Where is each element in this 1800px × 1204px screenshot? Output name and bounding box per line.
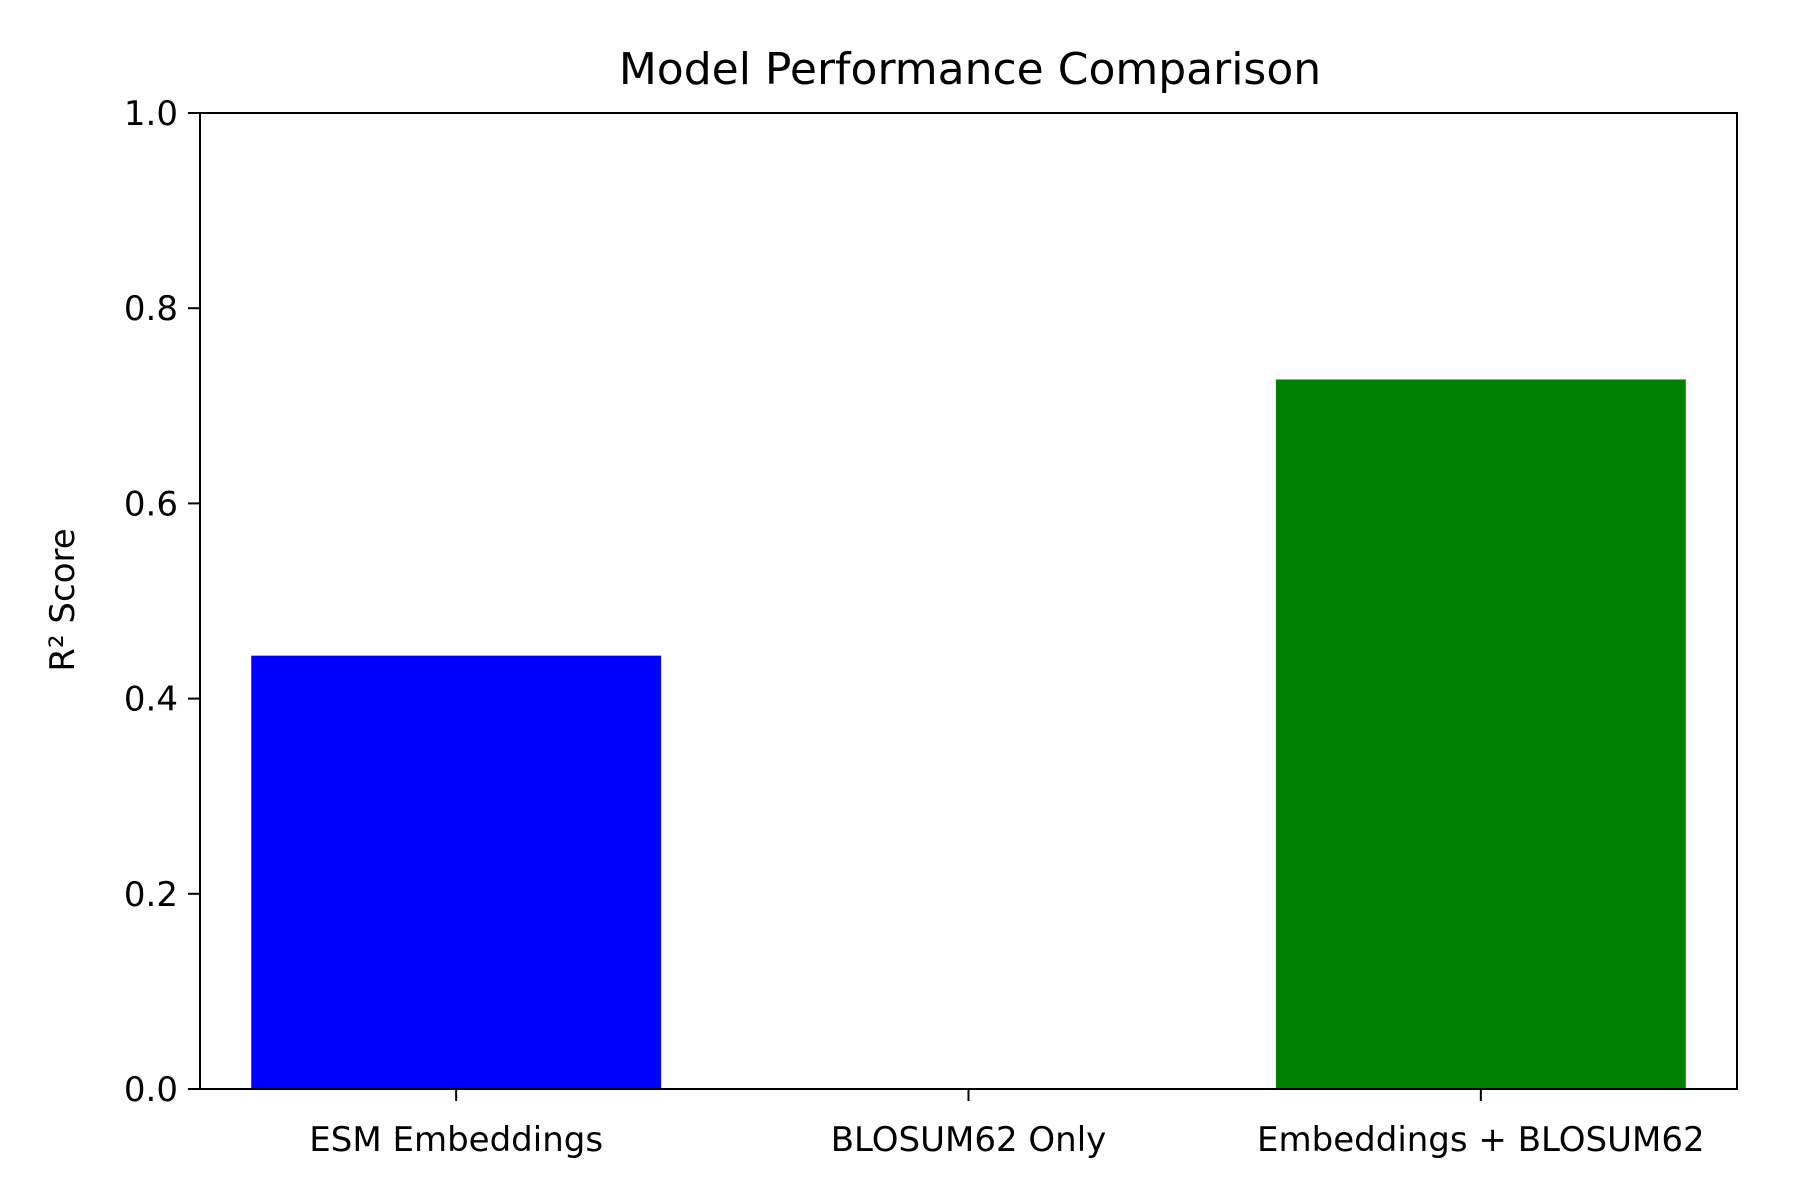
bar-2 (1275, 379, 1686, 1089)
x-tick-label-1: BLOSUM62 Only (831, 1120, 1107, 1160)
y-tick-label-2: 0.4 (124, 680, 178, 720)
x-ticks-layer: ESM Embeddings BLOSUM62 Only Embeddings + … (309, 1089, 1705, 1160)
y-ticks-layer: 0.0 0.2 0.4 0.6 0.8 1.0 (124, 94, 200, 1110)
bar-0 (251, 655, 662, 1089)
x-tick-label-0: ESM Embeddings (309, 1120, 603, 1160)
y-tick-label-5: 1.0 (124, 94, 178, 134)
y-tick-label-0: 0.0 (124, 1070, 178, 1110)
y-tick-label-3: 0.6 (124, 484, 178, 524)
y-axis-label: R² Score (43, 528, 83, 671)
x-tick-label-2: Embeddings + BLOSUM62 (1257, 1120, 1705, 1160)
y-tick-label-4: 0.8 (124, 289, 178, 329)
chart-title: Model Performance Comparison (619, 44, 1321, 95)
y-tick-label-1: 0.2 (124, 875, 178, 915)
plot-area-frame (199, 112, 1738, 1090)
bars-layer (251, 379, 1686, 1089)
